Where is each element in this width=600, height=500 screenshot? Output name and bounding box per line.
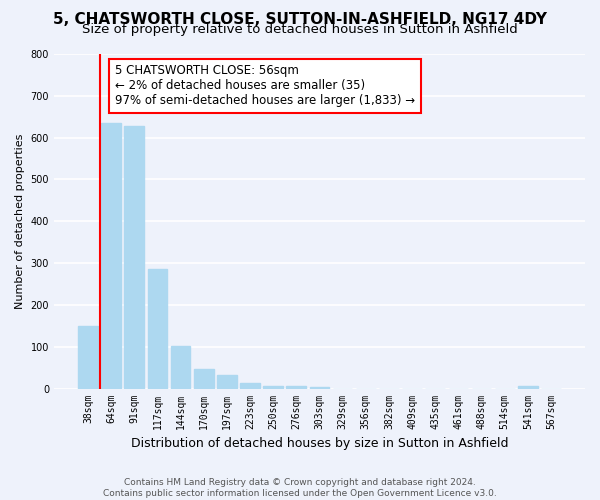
Y-axis label: Number of detached properties: Number of detached properties [15, 134, 25, 309]
Text: Contains HM Land Registry data © Crown copyright and database right 2024.
Contai: Contains HM Land Registry data © Crown c… [103, 478, 497, 498]
X-axis label: Distribution of detached houses by size in Sutton in Ashfield: Distribution of detached houses by size … [131, 437, 508, 450]
Bar [263, 386, 283, 388]
Bar [518, 386, 538, 388]
Bar [148, 268, 167, 388]
Bar [170, 346, 190, 389]
Text: 5, CHATSWORTH CLOSE, SUTTON-IN-ASHFIELD, NG17 4DY: 5, CHATSWORTH CLOSE, SUTTON-IN-ASHFIELD,… [53, 12, 547, 28]
Bar [286, 386, 306, 388]
Bar [124, 126, 144, 388]
Text: Size of property relative to detached houses in Sutton in Ashfield: Size of property relative to detached ho… [82, 22, 518, 36]
Bar [240, 382, 260, 388]
Bar [194, 370, 214, 388]
Text: 5 CHATSWORTH CLOSE: 56sqm
← 2% of detached houses are smaller (35)
97% of semi-d: 5 CHATSWORTH CLOSE: 56sqm ← 2% of detach… [115, 64, 415, 108]
Bar [101, 123, 121, 388]
Bar [78, 326, 98, 388]
Bar [217, 375, 236, 388]
Bar [310, 387, 329, 388]
